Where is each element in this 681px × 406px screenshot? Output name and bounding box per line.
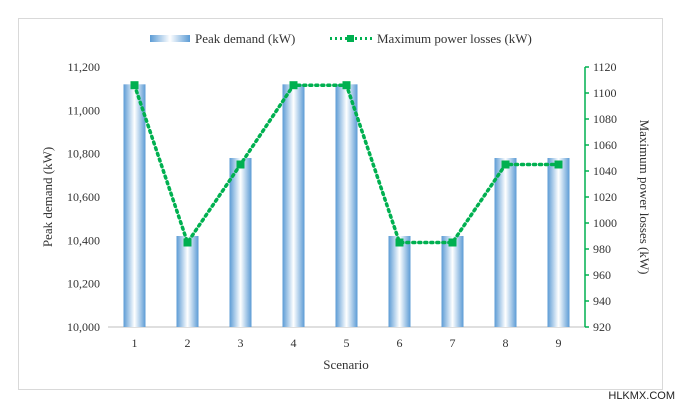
x-tick-label: 5 (344, 336, 350, 350)
right-tick-label: 1060 (593, 138, 617, 152)
legend-bar-label: Peak demand (kW) (195, 31, 295, 46)
left-y-ticks: 10,000 10,200 10,400 10,600 10,800 11,000 11,2… (67, 60, 100, 334)
bar-4 (282, 84, 305, 327)
losses-marker-8 (501, 160, 510, 169)
left-y-axis-title: Peak demand (kW) (40, 147, 55, 247)
bar-7 (441, 236, 464, 327)
legend: Peak demand (kW) Maximum power losses (k… (150, 31, 532, 46)
bar-3 (229, 158, 252, 327)
losses-marker-5 (342, 81, 351, 90)
line-series-group (130, 81, 563, 247)
right-tick-label: 1000 (593, 216, 617, 230)
bar-9 (547, 158, 570, 327)
watermark: HLKMX.COM (608, 390, 675, 402)
right-tick-label: 1120 (593, 60, 617, 74)
right-tick-label: 1100 (593, 86, 617, 100)
left-tick-label: 11,200 (67, 60, 100, 74)
losses-marker-2 (183, 238, 192, 247)
right-y-ticks: 920 940 960 980 1000 1020 1040 1060 1080 1100 1120 (585, 60, 617, 334)
losses-marker-7 (448, 238, 457, 247)
legend-bar-swatch (150, 35, 190, 42)
right-y-axis-title: Maximum power losses (kW) (637, 120, 652, 275)
x-tick-label: 7 (450, 336, 456, 350)
right-tick-label: 1020 (593, 190, 617, 204)
right-tick-label: 1080 (593, 112, 617, 126)
left-tick-label: 10,400 (67, 233, 100, 247)
losses-marker-3 (236, 160, 245, 169)
bar-2 (176, 236, 199, 327)
x-ticks: 1 2 3 4 5 6 7 8 9 (132, 336, 562, 350)
losses-marker-9 (554, 160, 563, 169)
x-tick-label: 3 (238, 336, 244, 350)
legend-line-label: Maximum power losses (kW) (377, 31, 532, 46)
x-tick-label: 9 (556, 336, 562, 350)
x-tick-label: 8 (503, 336, 509, 350)
bar-6 (388, 236, 411, 327)
bars-group (123, 84, 570, 327)
left-tick-label: 10,200 (67, 277, 100, 291)
right-tick-label: 920 (593, 320, 611, 334)
right-tick-label: 960 (593, 268, 611, 282)
x-tick-label: 2 (185, 336, 191, 350)
right-tick-label: 1040 (593, 164, 617, 178)
left-tick-label: 10,800 (67, 147, 100, 161)
legend-line-marker (347, 35, 354, 42)
x-tick-label: 4 (291, 336, 297, 350)
right-tick-label: 980 (593, 242, 611, 256)
bar-8 (494, 158, 517, 327)
right-tick-label: 940 (593, 294, 611, 308)
losses-marker-6 (395, 238, 404, 247)
left-tick-label: 10,600 (67, 190, 100, 204)
x-axis-title: Scenario (323, 357, 368, 372)
bar-5 (335, 84, 358, 327)
left-tick-label: 11,000 (67, 103, 100, 117)
x-tick-label: 6 (397, 336, 403, 350)
x-tick-label: 1 (132, 336, 138, 350)
losses-marker-1 (130, 81, 139, 90)
losses-marker-4 (289, 81, 298, 90)
left-tick-label: 10,000 (67, 320, 100, 334)
bar-1 (123, 84, 146, 327)
